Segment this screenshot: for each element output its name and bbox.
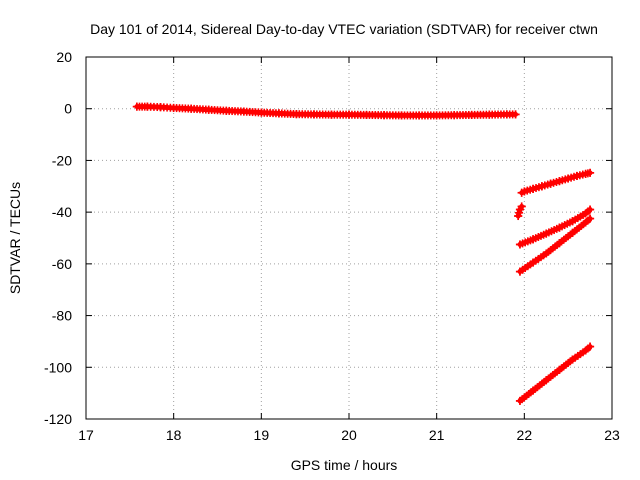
data-point [143, 102, 152, 111]
data-point [572, 171, 581, 180]
data-point [542, 249, 551, 258]
series-1 [517, 168, 595, 197]
y-tick-label: 0 [64, 101, 72, 117]
data-point [485, 110, 494, 119]
data-point [257, 108, 266, 117]
y-tick-label: -40 [52, 204, 72, 220]
data-point [514, 212, 523, 221]
x-tick-label: 21 [429, 427, 445, 443]
data-point [555, 239, 564, 248]
data-point [568, 355, 577, 364]
data-point [187, 104, 196, 113]
data-point [529, 258, 538, 267]
data-point [546, 179, 555, 188]
data-point [132, 102, 141, 111]
data-point [156, 103, 165, 112]
data-point [555, 223, 564, 232]
data-point [415, 111, 424, 120]
series-2 [514, 202, 526, 221]
y-axis-label: SDTVAR / TECUs [7, 182, 23, 294]
data-point [292, 110, 301, 119]
data-point [432, 111, 441, 120]
y-tick-label: -80 [52, 308, 72, 324]
data-point [502, 110, 511, 119]
y-tick-label: -20 [52, 152, 72, 168]
data-point [467, 110, 476, 119]
y-tick-label: 20 [56, 49, 72, 65]
series-5 [515, 342, 595, 405]
data-point [586, 168, 595, 177]
y-tick-label: -100 [44, 359, 72, 375]
data-point [542, 229, 551, 238]
data-point [511, 110, 520, 119]
data-point [345, 110, 353, 119]
data-point [581, 218, 590, 227]
data-point [564, 174, 573, 183]
x-tick-label: 20 [341, 427, 357, 443]
x-tick-label: 19 [254, 427, 270, 443]
data-point [520, 187, 529, 196]
data-point [529, 386, 538, 395]
data-point [169, 103, 178, 112]
data-point [515, 396, 524, 405]
data-point [586, 205, 595, 214]
data-point [450, 111, 459, 120]
data-point [309, 110, 318, 119]
data-point [362, 110, 371, 119]
y-tick-label: -60 [52, 256, 72, 272]
axis-ticks: 17 18 19 20 21 22 23 20 0 -20 -40 -60 -80 -100 -120 [44, 49, 620, 443]
x-axis-label: GPS time / hours [291, 457, 398, 473]
data-point [515, 240, 524, 249]
chart-title: Day 101 of 2014, Sidereal Day-to-day VTE… [90, 21, 598, 37]
data-point [515, 267, 524, 276]
x-tick-label: 17 [78, 427, 94, 443]
data-point [397, 111, 406, 120]
data-point [327, 110, 336, 119]
x-tick-label: 22 [517, 427, 533, 443]
data-point [586, 342, 595, 351]
data-point [581, 169, 590, 178]
data-point [555, 365, 564, 374]
data-point [274, 109, 283, 118]
data-point [529, 235, 538, 244]
data-point [555, 177, 564, 186]
y-tick-label: -120 [44, 411, 72, 427]
series-0 [132, 102, 520, 120]
series-3 [515, 205, 595, 249]
data-point [537, 182, 546, 191]
data-point [568, 228, 577, 237]
data-series [132, 102, 595, 405]
data-point [581, 346, 590, 355]
data-point [581, 209, 590, 218]
series-4 [515, 214, 595, 276]
data-point [380, 111, 389, 120]
data-point [542, 376, 551, 385]
x-tick-label: 23 [604, 427, 620, 443]
data-point [222, 106, 231, 115]
data-point [517, 202, 526, 211]
x-tick-label: 18 [166, 427, 182, 443]
data-point [239, 107, 248, 116]
data-point [529, 184, 538, 193]
data-point [568, 217, 577, 226]
data-point [204, 105, 213, 114]
data-point [586, 214, 595, 223]
